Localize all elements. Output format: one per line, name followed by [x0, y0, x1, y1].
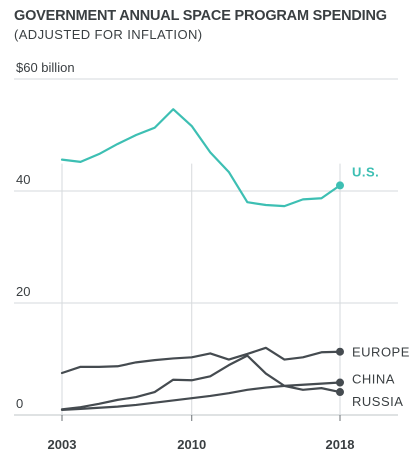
series-end-point-2 [336, 378, 344, 387]
y-tick-label: 40 [16, 172, 30, 187]
y-tick-label: 0 [16, 396, 23, 411]
series-end-point-3 [336, 388, 344, 397]
series-line-3 [60, 354, 342, 411]
x-tick-label: 2018 [326, 437, 355, 452]
series-label-3: RUSSIA [352, 394, 403, 409]
chart-subtitle: (ADJUSTED FOR INFLATION) [14, 27, 203, 42]
ticks-and-labels: 0 20 40 $60 billion 2003 2010 2018 U.S. EUROPE CH… [16, 60, 410, 452]
chart-title: GOVERNMENT ANNUAL SPACE PROGRAM SPENDING [14, 8, 387, 24]
series-line-0 [60, 108, 342, 208]
y-tick-label: 20 [16, 284, 30, 299]
series-line-2 [60, 381, 342, 412]
series-lines [60, 108, 344, 412]
y-tick-label: $60 billion [16, 60, 75, 75]
series-line-1 [60, 346, 342, 375]
series-label-1: EUROPE [352, 345, 410, 360]
x-tick-label: 2003 [48, 437, 77, 452]
x-axis [61, 415, 341, 421]
x-tick-label: 2010 [177, 437, 206, 452]
series-end-point-0 [336, 181, 344, 190]
series-end-point-1 [336, 347, 344, 356]
series-label-0: U.S. [352, 164, 379, 179]
series-label-2: CHINA [352, 372, 395, 387]
grid-lines [14, 78, 398, 416]
